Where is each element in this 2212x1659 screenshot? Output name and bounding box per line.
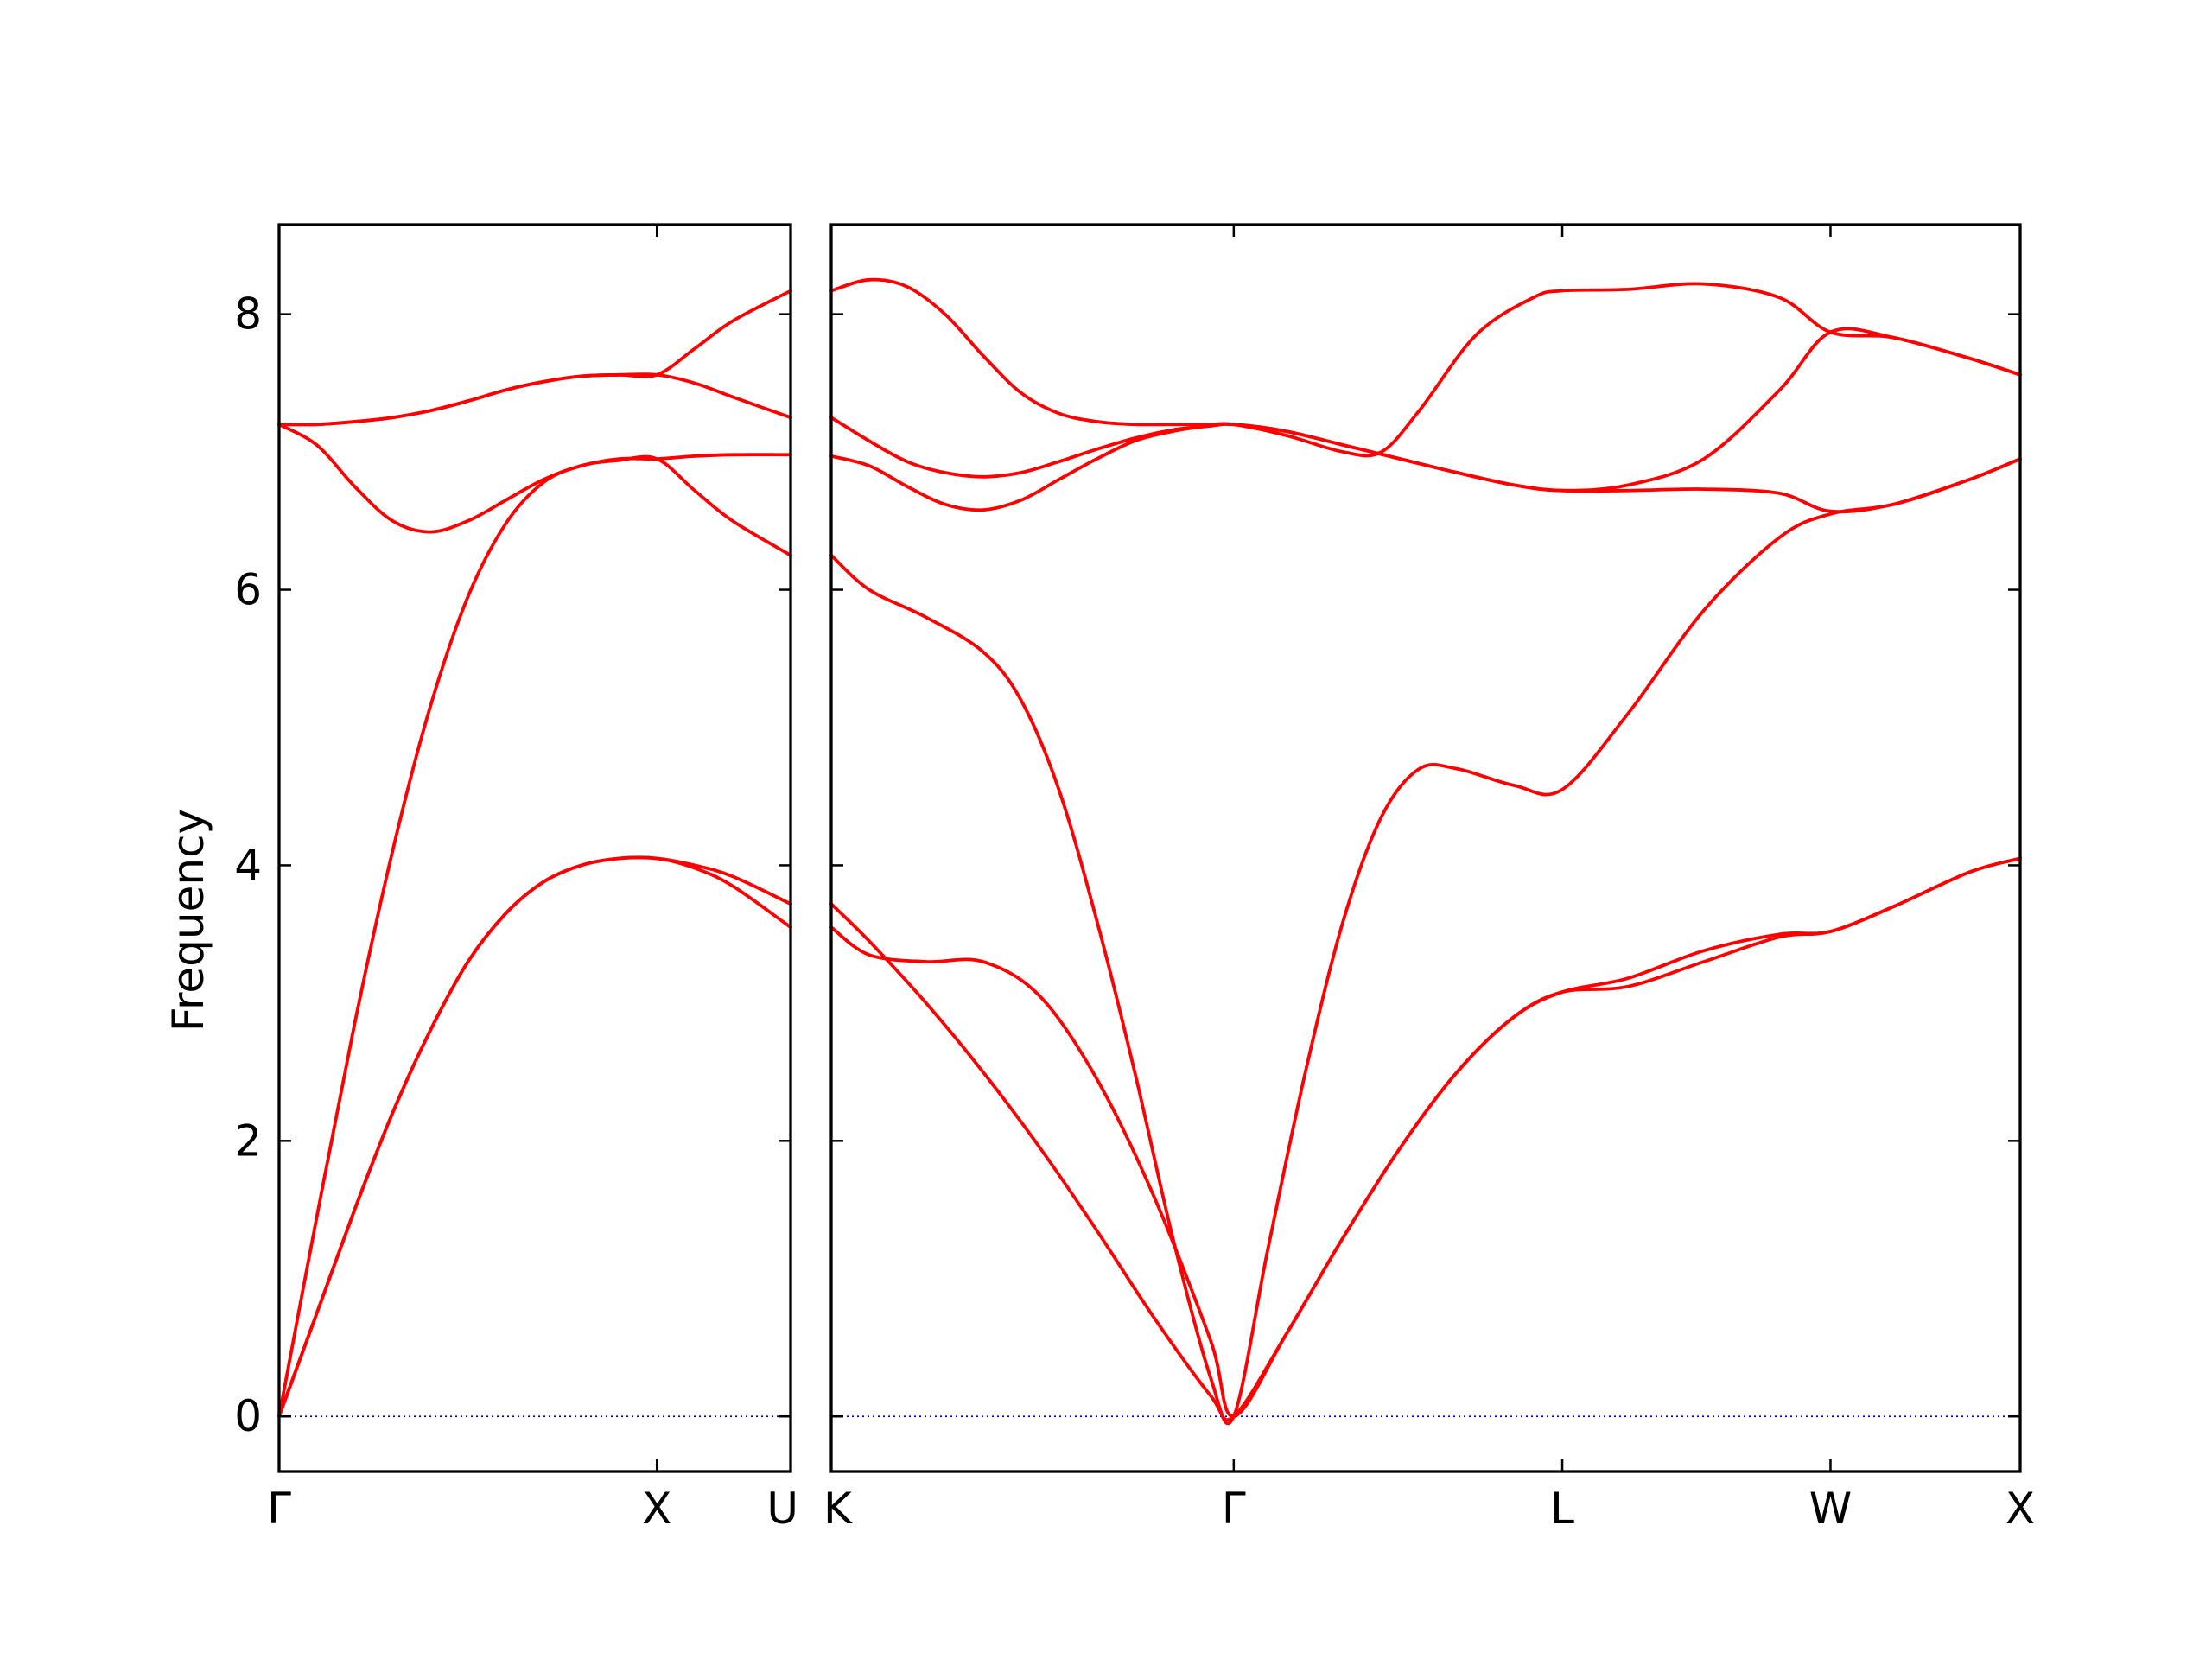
x-tick-label: W	[1809, 1484, 1852, 1534]
y-tick-label: 4	[234, 840, 262, 890]
axes-frame	[277, 223, 792, 1473]
x-tick-label: L	[1550, 1484, 1574, 1534]
axes-frame	[830, 223, 2022, 1473]
band-right-3	[830, 457, 2022, 1426]
y-tick-label: 6	[234, 565, 262, 615]
band-left-6	[277, 289, 792, 427]
y-tick-label: 0	[234, 1391, 262, 1441]
x-tick-label: K	[823, 1484, 853, 1534]
y-axis-label: Frequency	[163, 809, 213, 1032]
band-right-1	[830, 856, 2022, 1422]
x-tick-label: Γ	[267, 1484, 291, 1534]
y-tick-label: 8	[234, 289, 262, 340]
x-tick-label: X	[2005, 1484, 2035, 1534]
y-tick-label: 2	[234, 1116, 262, 1166]
band-right-5	[830, 327, 2022, 493]
band-left-4	[277, 423, 792, 534]
band-left-3	[277, 454, 792, 1419]
band-left-1	[277, 855, 792, 1419]
band-left-2	[277, 855, 792, 1419]
band-right-2	[830, 856, 2022, 1419]
x-tick-label: X	[642, 1484, 671, 1534]
band-right-4	[830, 422, 2022, 514]
x-tick-label: U	[766, 1484, 798, 1534]
band-right-6	[830, 277, 2022, 458]
x-tick-label: Γ	[1222, 1484, 1246, 1534]
panel-gamma-x-u: 0 2 4 6 8 Γ X U	[234, 223, 798, 1534]
